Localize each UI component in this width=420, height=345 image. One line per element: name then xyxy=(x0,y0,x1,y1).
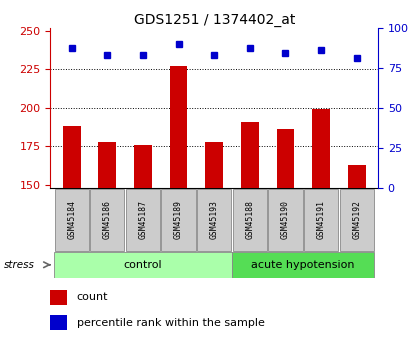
Bar xyxy=(205,142,223,188)
FancyBboxPatch shape xyxy=(54,252,232,278)
Text: GSM45192: GSM45192 xyxy=(352,200,361,239)
Bar xyxy=(348,165,365,188)
FancyBboxPatch shape xyxy=(268,189,302,251)
FancyBboxPatch shape xyxy=(339,189,374,251)
Bar xyxy=(312,109,330,188)
Text: percentile rank within the sample: percentile rank within the sample xyxy=(76,318,265,328)
FancyBboxPatch shape xyxy=(233,189,267,251)
Text: GSM45190: GSM45190 xyxy=(281,200,290,239)
Bar xyxy=(241,122,259,188)
Text: GSM45191: GSM45191 xyxy=(317,200,326,239)
Title: GDS1251 / 1374402_at: GDS1251 / 1374402_at xyxy=(134,12,295,27)
Text: GSM45187: GSM45187 xyxy=(139,200,147,239)
Text: GSM45193: GSM45193 xyxy=(210,200,219,239)
FancyBboxPatch shape xyxy=(90,189,124,251)
FancyBboxPatch shape xyxy=(162,189,196,251)
Text: stress: stress xyxy=(4,260,35,270)
Bar xyxy=(170,66,187,188)
Text: GSM45188: GSM45188 xyxy=(245,200,254,239)
FancyBboxPatch shape xyxy=(55,189,89,251)
Text: GSM45189: GSM45189 xyxy=(174,200,183,239)
Bar xyxy=(50,290,67,305)
Text: acute hypotension: acute hypotension xyxy=(252,260,355,270)
Bar xyxy=(50,315,67,330)
Bar xyxy=(276,129,294,188)
Bar xyxy=(98,142,116,188)
FancyBboxPatch shape xyxy=(304,189,338,251)
Bar xyxy=(134,145,152,188)
FancyBboxPatch shape xyxy=(232,252,375,278)
Bar xyxy=(63,126,81,188)
Text: GSM45186: GSM45186 xyxy=(103,200,112,239)
FancyBboxPatch shape xyxy=(197,189,231,251)
Text: GSM45184: GSM45184 xyxy=(67,200,76,239)
Text: control: control xyxy=(123,260,162,270)
Text: count: count xyxy=(76,293,108,303)
FancyBboxPatch shape xyxy=(126,189,160,251)
